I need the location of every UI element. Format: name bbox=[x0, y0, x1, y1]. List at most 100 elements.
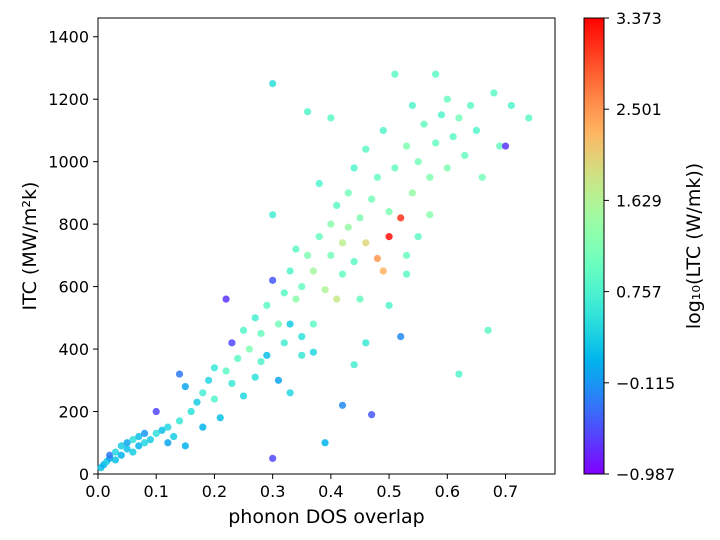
data-point bbox=[484, 326, 492, 334]
data-point bbox=[251, 373, 259, 381]
data-point bbox=[269, 79, 277, 88]
data-point bbox=[239, 326, 248, 334]
data-point bbox=[222, 367, 230, 375]
data-point bbox=[327, 251, 335, 259]
plot-area bbox=[97, 17, 556, 475]
data-point bbox=[350, 164, 358, 172]
data-point bbox=[327, 220, 335, 228]
data-point bbox=[251, 314, 259, 322]
data-point bbox=[129, 448, 137, 456]
data-point bbox=[175, 417, 184, 425]
data-point bbox=[152, 429, 160, 437]
colorbar-tick-label: 1.629 bbox=[616, 191, 662, 210]
data-point bbox=[327, 114, 335, 122]
data-point bbox=[210, 364, 219, 372]
data-point bbox=[338, 239, 347, 247]
data-point bbox=[274, 376, 283, 384]
data-point bbox=[402, 251, 411, 259]
data-point bbox=[199, 389, 207, 397]
data-point bbox=[181, 442, 189, 450]
data-point bbox=[152, 407, 160, 416]
data-point bbox=[402, 142, 411, 150]
data-point bbox=[321, 286, 329, 294]
data-point bbox=[333, 201, 341, 209]
data-point bbox=[525, 114, 533, 122]
data-point bbox=[298, 283, 306, 291]
data-point bbox=[298, 332, 306, 341]
data-point bbox=[228, 339, 236, 347]
data-point bbox=[496, 142, 504, 150]
colorbar-title: log₁₀(LTC (W/mk)) bbox=[683, 163, 705, 329]
data-point bbox=[461, 151, 469, 160]
data-point bbox=[426, 173, 434, 181]
data-point bbox=[292, 295, 300, 303]
y-tick-label: 600 bbox=[58, 278, 89, 297]
data-point bbox=[373, 254, 382, 263]
data-point bbox=[385, 301, 393, 309]
data-point bbox=[507, 101, 515, 110]
y-tick-label: 1200 bbox=[48, 90, 89, 109]
data-point bbox=[356, 295, 364, 303]
data-point bbox=[111, 456, 120, 464]
points-layer bbox=[97, 70, 533, 472]
data-point bbox=[350, 361, 358, 369]
y-tick-label: 1000 bbox=[48, 153, 89, 172]
data-point bbox=[350, 258, 358, 266]
data-point bbox=[315, 179, 323, 188]
data-point bbox=[117, 442, 125, 450]
x-tick-label: 0.7 bbox=[493, 482, 518, 501]
data-point bbox=[106, 451, 114, 459]
data-point bbox=[303, 108, 312, 116]
data-point bbox=[466, 101, 475, 110]
data-point bbox=[164, 439, 172, 447]
data-point bbox=[135, 442, 143, 450]
data-point bbox=[239, 392, 248, 400]
data-point bbox=[338, 270, 347, 278]
data-point bbox=[414, 158, 422, 166]
data-point bbox=[257, 329, 265, 338]
data-point bbox=[443, 164, 451, 172]
y-tick-label: 0 bbox=[79, 465, 89, 484]
data-point bbox=[140, 429, 149, 437]
data-point bbox=[140, 439, 149, 447]
colorbar-tick-label: −0.987 bbox=[616, 465, 675, 484]
x-tick-label: 0.3 bbox=[260, 482, 285, 501]
colorbar-tick-label: 0.757 bbox=[616, 283, 662, 302]
data-point bbox=[263, 351, 271, 359]
data-point bbox=[286, 389, 294, 397]
x-tick-label: 0.5 bbox=[376, 482, 401, 501]
data-point bbox=[472, 126, 481, 135]
data-point bbox=[402, 270, 411, 278]
data-point bbox=[298, 351, 306, 359]
data-point bbox=[414, 233, 422, 241]
data-point bbox=[205, 376, 213, 384]
colorbar-tick-label: 2.501 bbox=[616, 100, 662, 119]
data-point bbox=[397, 332, 405, 341]
data-point bbox=[175, 370, 184, 378]
data-point bbox=[490, 89, 498, 97]
data-point bbox=[338, 401, 347, 409]
data-point bbox=[368, 195, 376, 203]
x-axis-title: phonon DOS overlap bbox=[228, 506, 425, 528]
data-point bbox=[280, 339, 288, 347]
data-point bbox=[426, 211, 434, 219]
data-point bbox=[356, 214, 364, 222]
data-point bbox=[292, 245, 300, 253]
data-point bbox=[187, 407, 195, 416]
colorbar-tick-label: 3.373 bbox=[616, 9, 662, 28]
data-point bbox=[123, 439, 131, 447]
data-point bbox=[269, 276, 277, 284]
data-point bbox=[321, 439, 329, 447]
data-point bbox=[368, 411, 376, 419]
data-point bbox=[123, 445, 131, 453]
data-point bbox=[164, 423, 172, 431]
data-point bbox=[309, 320, 318, 328]
data-point bbox=[385, 233, 393, 241]
data-point bbox=[379, 267, 387, 275]
data-point bbox=[420, 120, 428, 128]
data-point bbox=[193, 398, 201, 406]
x-tick-label: 0.4 bbox=[318, 482, 343, 501]
data-point bbox=[449, 133, 457, 141]
data-point bbox=[432, 70, 440, 78]
data-point bbox=[263, 301, 271, 309]
